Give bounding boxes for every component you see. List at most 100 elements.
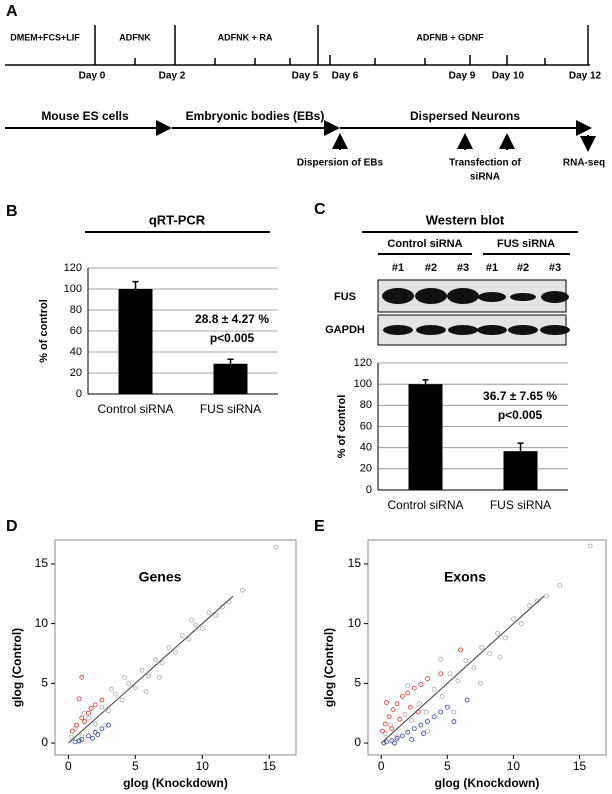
x-axis-label: glog (Knockdown) — [123, 776, 228, 790]
point — [92, 702, 98, 708]
x-tick-label: 10 — [196, 759, 210, 773]
row-label: FUS — [334, 291, 356, 303]
point — [390, 707, 396, 713]
error-bar — [227, 358, 234, 364]
point — [173, 649, 178, 655]
point — [405, 690, 411, 696]
point — [99, 704, 105, 710]
error-bar — [132, 280, 139, 289]
point — [106, 708, 111, 714]
point — [106, 722, 111, 728]
phase-label: ADFNB + GDNF — [416, 32, 484, 42]
point — [79, 733, 85, 739]
point — [122, 674, 128, 680]
annotation: p<0.005 — [498, 408, 543, 422]
x-tick-label: Control siRNA — [387, 498, 463, 512]
chart-title: Exons — [444, 569, 486, 585]
y-tick-label: 120 — [64, 262, 82, 274]
event-label: Dispersion of EBs — [297, 158, 384, 169]
point — [444, 704, 450, 710]
panel-label: E — [314, 518, 325, 535]
point — [392, 740, 397, 746]
annotation: 28.8 ± 4.27 % — [195, 312, 269, 326]
point — [425, 676, 430, 681]
point — [405, 729, 411, 735]
y-tick-label: 10 — [35, 616, 49, 630]
stage-label: Dispersed Neurons — [410, 109, 520, 123]
chart-title: Genes — [139, 569, 182, 585]
day-label: Day 6 — [332, 71, 359, 82]
point — [487, 651, 493, 656]
plot-frame — [367, 539, 607, 756]
point — [82, 719, 87, 724]
point — [206, 610, 212, 616]
point — [458, 647, 463, 653]
event-label: Transfection of — [449, 158, 521, 169]
lane-label: #2 — [425, 262, 437, 274]
point — [189, 617, 194, 623]
bar — [213, 363, 248, 394]
lane-label: #2 — [517, 262, 529, 274]
x-tick-label: 5 — [132, 759, 139, 773]
point — [273, 544, 279, 550]
point — [159, 660, 165, 666]
y-tick-label: 60 — [70, 325, 82, 337]
point — [146, 673, 152, 679]
panel-label: C — [314, 201, 326, 218]
y-tick-label: 10 — [348, 616, 362, 630]
blot-image — [377, 279, 570, 346]
point — [421, 731, 426, 736]
point — [384, 739, 389, 745]
point — [464, 697, 470, 703]
group-label: FUS siRNA — [497, 238, 555, 250]
y-axis-label: glog (Control) — [10, 628, 24, 707]
point — [409, 717, 415, 723]
point — [108, 686, 114, 692]
stage-label: Embryonic bodies (EBs) — [186, 109, 325, 123]
y-tick-label: 60 — [360, 420, 372, 432]
point — [157, 674, 162, 680]
point — [79, 737, 85, 742]
point — [394, 735, 400, 741]
point — [74, 722, 79, 728]
panel-label: D — [6, 518, 18, 535]
point — [495, 630, 500, 636]
phase-label: ADFNK + RA — [218, 32, 273, 42]
panel-label: B — [6, 203, 18, 220]
y-tick-label: 5 — [354, 676, 361, 690]
point — [411, 726, 417, 732]
day-label: Day 0 — [79, 71, 106, 82]
point — [92, 729, 98, 735]
chart-title: qRT-PCR — [149, 212, 206, 227]
day-label: Day 10 — [492, 71, 525, 82]
y-axis-label: glog (Control) — [322, 628, 336, 707]
x-tick-label: 0 — [378, 759, 385, 773]
y-tick-label: 20 — [360, 463, 372, 475]
point — [179, 633, 185, 638]
point — [451, 719, 457, 724]
point — [477, 680, 483, 686]
y-tick-label: 80 — [360, 399, 372, 411]
point — [447, 671, 453, 677]
point — [544, 593, 549, 599]
error-bar — [517, 442, 524, 452]
lane-label: #1 — [392, 262, 404, 274]
x-tick-label: Control siRNA — [97, 402, 173, 416]
point — [471, 665, 477, 671]
point — [86, 733, 91, 739]
point — [72, 739, 78, 745]
fit-line — [67, 595, 234, 744]
point — [126, 680, 132, 686]
x-tick-label: 15 — [573, 759, 587, 773]
phase-label: ADFNK — [119, 32, 151, 42]
point — [411, 685, 417, 691]
x-tick-label: FUS siRNA — [200, 402, 261, 416]
y-tick-label: 80 — [70, 304, 82, 316]
point — [425, 719, 430, 724]
point — [86, 710, 91, 716]
point — [88, 706, 94, 711]
point — [438, 657, 444, 662]
error-bar — [422, 379, 429, 385]
point — [423, 709, 429, 715]
lane-label: #3 — [457, 262, 469, 274]
